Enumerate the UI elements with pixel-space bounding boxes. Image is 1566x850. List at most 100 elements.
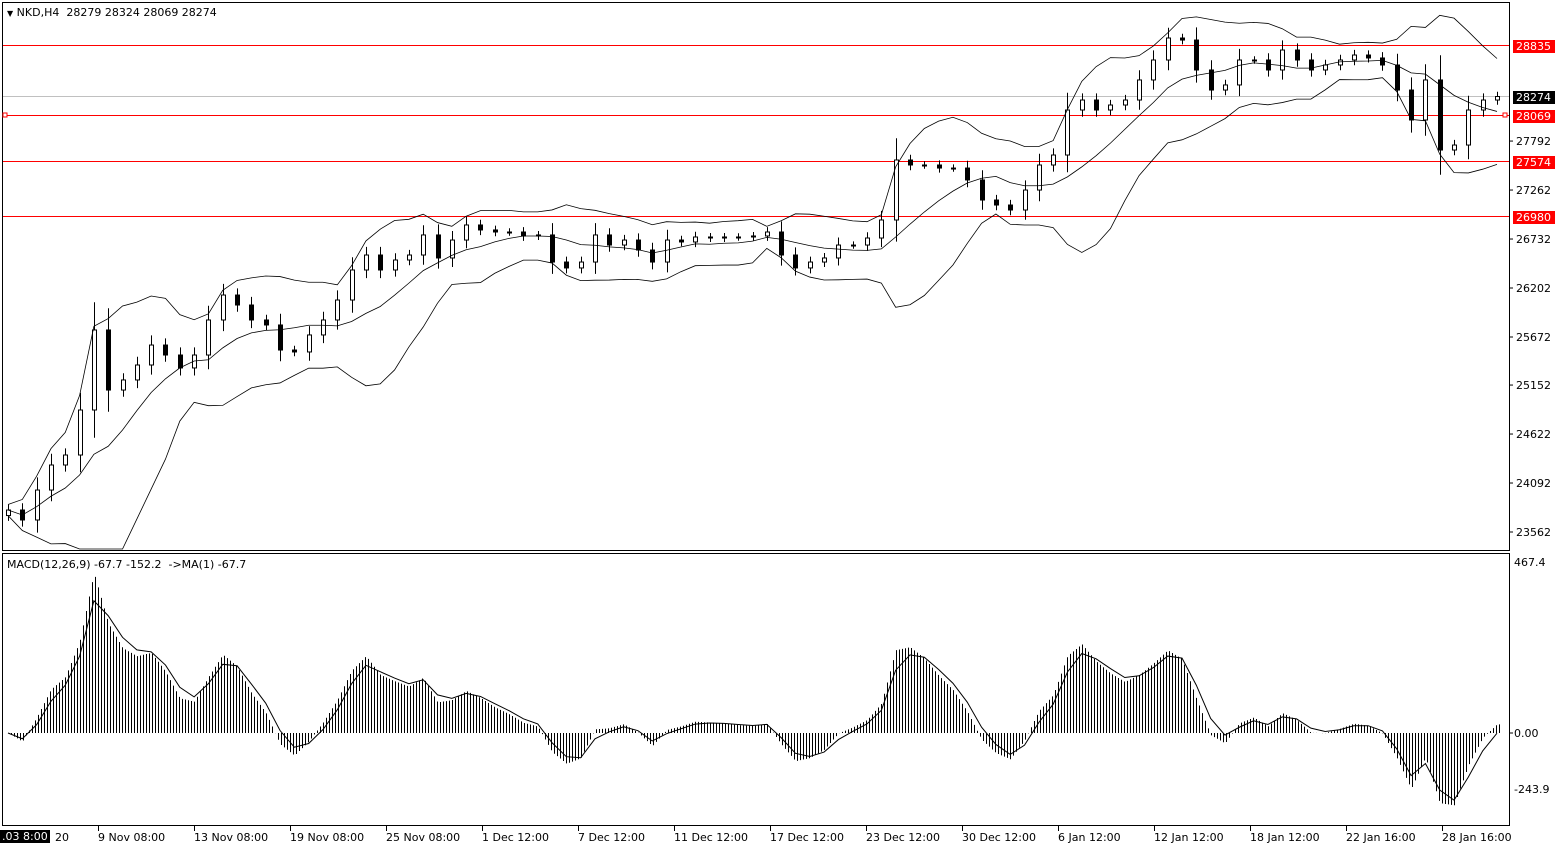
candle-body (278, 324, 283, 351)
time-label: 22 Jan 16:00 (1346, 831, 1416, 844)
bollinger-upper (7, 14, 1498, 505)
candle-body (851, 244, 856, 247)
candle-body (1380, 57, 1385, 66)
candle-body (894, 159, 899, 221)
time-label: 20 (55, 831, 69, 844)
candle-body (1008, 204, 1013, 211)
candle-body (92, 329, 97, 411)
time-label: 11 Dec 12:00 (674, 831, 748, 844)
candle-body (1438, 79, 1443, 151)
price-tick-label: 23562 (1516, 526, 1551, 539)
candle-body (822, 257, 827, 263)
candle-body (1395, 64, 1400, 91)
candle-body (178, 354, 183, 369)
chart-header: ▼ NKD,H4 28279 28324 28069 28274 (7, 6, 217, 20)
candle-body (679, 239, 684, 243)
level-label: 28835 (1513, 39, 1555, 53)
candle-body (808, 261, 813, 269)
macd-panel (2, 553, 1510, 826)
candle-body (106, 329, 111, 391)
time-label: 13 Nov 08:00 (194, 831, 269, 844)
candle-body (163, 344, 168, 356)
time-label: 28 Jan 16:00 (1442, 831, 1512, 844)
candle-body (264, 319, 269, 326)
candle-body (450, 239, 455, 259)
macd-values: -67.7 -152.2 (94, 558, 162, 571)
candle-body (1295, 49, 1300, 61)
candle-body (1065, 109, 1070, 156)
macd-label: MACD(12,26,9) (7, 558, 91, 571)
candle-body (235, 294, 240, 306)
macd-signal-line (7, 599, 1498, 801)
candle-body (607, 234, 612, 246)
candle-body (407, 254, 412, 261)
candle-body (249, 304, 254, 321)
candle-body (622, 239, 627, 246)
candle-body (1094, 99, 1099, 111)
candle-body (722, 236, 727, 239)
candle-body (1180, 37, 1185, 41)
level-handle (2, 112, 8, 118)
price-tick-label: 24092 (1516, 477, 1551, 491)
candle-body (751, 235, 756, 238)
price-tick-label: 27792 (1516, 135, 1551, 149)
main-panel (2, 2, 1510, 551)
price-tick-label: 25152 (1516, 379, 1551, 393)
candle-body (865, 237, 870, 246)
candle-body (1023, 189, 1028, 211)
candle-body (478, 224, 483, 231)
time-label: 12 Jan 12:00 (1154, 831, 1224, 844)
candle-body (206, 319, 211, 356)
candle-body (335, 299, 340, 321)
time-label: 1 Dec 12:00 (482, 831, 549, 844)
price-tick-label: 25672 (1516, 330, 1551, 344)
candle-body (564, 261, 569, 269)
candle-body (1209, 69, 1214, 91)
candle-body (307, 334, 312, 353)
candle-body (393, 259, 398, 271)
candle-body (1481, 99, 1486, 111)
candle-body (507, 231, 512, 234)
candle-body (593, 234, 598, 263)
candle-body (1352, 54, 1357, 61)
candle-body (1280, 49, 1285, 71)
candle-body (221, 294, 226, 321)
candle-body (937, 164, 942, 169)
candle-body (1166, 37, 1171, 61)
candle-body (1366, 54, 1371, 59)
candle-body (1452, 144, 1457, 151)
candle-body (1037, 164, 1042, 191)
candle-body (1495, 96, 1500, 101)
candle-body (908, 159, 913, 166)
candle-body (836, 244, 841, 259)
price-tick-label: 26732 (1516, 233, 1551, 247)
candle-body (793, 254, 798, 269)
time-label: 18 Jan 12:00 (1250, 831, 1320, 844)
candle-body (1108, 104, 1113, 111)
candle-body (1338, 59, 1343, 66)
macd-tick-label: -243.9 (1514, 783, 1550, 796)
candle-body (321, 319, 326, 336)
candle-body (1137, 79, 1142, 101)
level-label: 27574 (1513, 155, 1555, 169)
candle-body (436, 234, 441, 259)
dropdown-triangle-icon[interactable]: ▼ (7, 9, 14, 18)
candle-body (550, 234, 555, 263)
candle-body (350, 269, 355, 301)
candle-body (1423, 79, 1428, 121)
candle-body (1266, 59, 1271, 71)
macd-signal: ->MA(1) -67.7 (168, 558, 247, 571)
candle-body (879, 219, 884, 239)
candle-body (650, 249, 655, 263)
candle-body (493, 229, 498, 233)
candle-body (1151, 59, 1156, 81)
candle-body (1323, 64, 1328, 71)
candle-body (665, 239, 670, 263)
symbol-label: NKD,H4 (16, 6, 60, 19)
candle-body (922, 164, 927, 167)
time-label: 30 Dec 12:00 (962, 831, 1036, 844)
candle-body (364, 254, 369, 271)
candle-body (121, 379, 126, 391)
candle-body (521, 231, 526, 237)
